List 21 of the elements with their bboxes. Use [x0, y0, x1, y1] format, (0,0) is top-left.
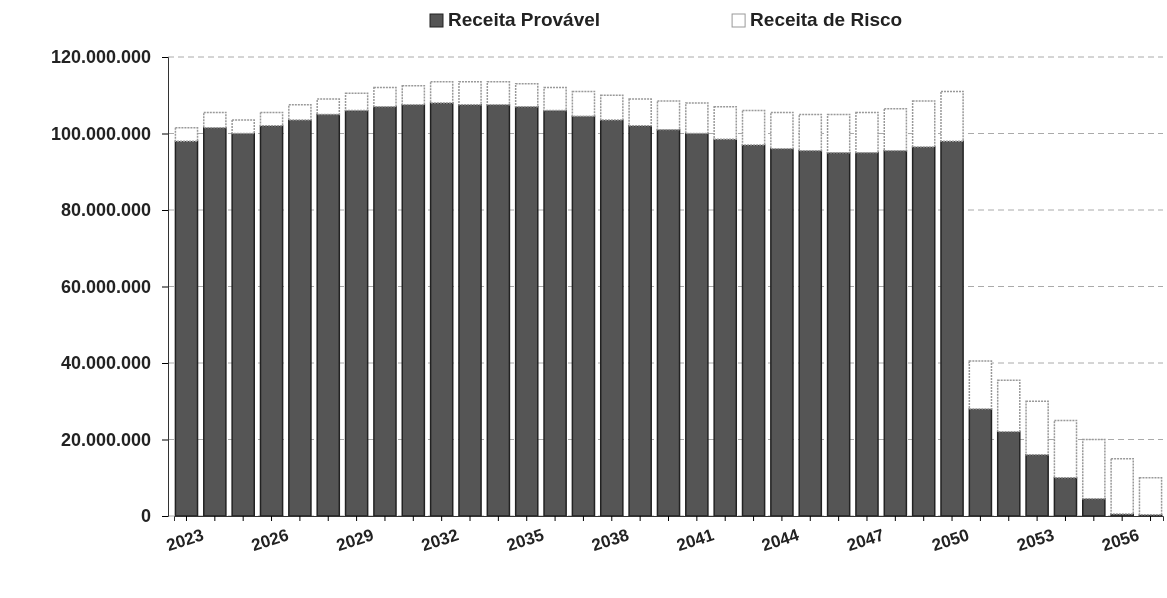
x-tick-label: 2023 — [164, 525, 206, 556]
y-tick-label: 100.000.000 — [50, 123, 151, 144]
x-tick-label: 2047 — [844, 525, 887, 556]
y-tick-label: 80.000.000 — [60, 200, 151, 221]
legend-label: Receita Provável — [448, 9, 601, 30]
x-tick-label: 2026 — [249, 525, 291, 556]
y-tick-label: 60.000.000 — [60, 276, 151, 297]
x-tick-label: 2035 — [504, 525, 547, 556]
y-tick-label: 20.000.000 — [60, 429, 151, 450]
y-tick-label: 120.000.000 — [50, 47, 151, 68]
x-tick-label: 2029 — [334, 525, 376, 556]
y-tick-label: 40.000.000 — [60, 353, 151, 374]
x-tick-label: 2056 — [1099, 525, 1142, 556]
x-tick-label: 2032 — [419, 525, 462, 556]
x-tick-label: 2053 — [1014, 525, 1057, 556]
x-tick-label: 2038 — [589, 525, 632, 556]
x-tick-label: 2050 — [929, 525, 972, 556]
x-tick-label: 2041 — [674, 525, 717, 556]
y-tick-label: 0 — [140, 506, 151, 527]
x-tick-label: 2044 — [759, 525, 802, 556]
legend-label: Receita de Risco — [750, 9, 903, 30]
